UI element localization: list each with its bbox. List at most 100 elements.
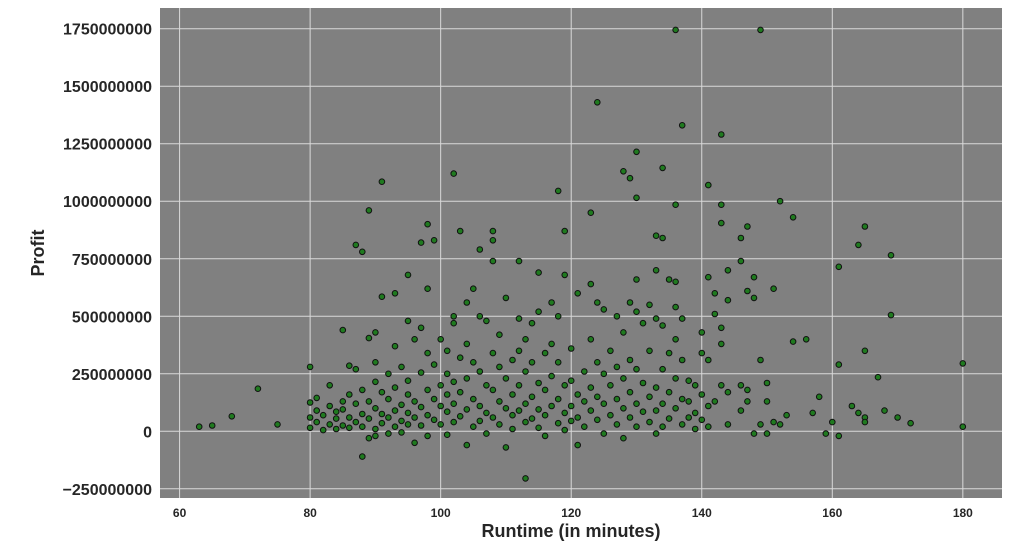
data-point bbox=[254, 385, 262, 393]
data-point bbox=[489, 349, 497, 357]
data-point bbox=[646, 301, 653, 309]
data-point bbox=[535, 424, 542, 432]
data-point bbox=[372, 359, 379, 366]
data-point bbox=[685, 377, 693, 385]
data-point bbox=[620, 329, 627, 336]
data-point bbox=[718, 324, 725, 332]
data-point bbox=[626, 356, 634, 364]
data-point bbox=[672, 26, 679, 34]
data-point bbox=[691, 425, 699, 433]
data-point bbox=[561, 382, 569, 389]
data-point bbox=[587, 336, 595, 343]
y-tick-label: 1750000000 bbox=[63, 22, 152, 39]
data-point bbox=[306, 414, 314, 421]
y-tick-label: 250000000 bbox=[72, 367, 152, 384]
data-point bbox=[456, 354, 464, 362]
data-point bbox=[887, 252, 895, 259]
data-point bbox=[750, 273, 758, 281]
data-point bbox=[476, 368, 484, 375]
data-point bbox=[705, 273, 712, 281]
data-point bbox=[352, 418, 360, 426]
data-point bbox=[463, 406, 471, 413]
data-point bbox=[391, 290, 399, 297]
data-point bbox=[522, 418, 529, 426]
data-point bbox=[378, 388, 386, 396]
data-point bbox=[359, 248, 366, 256]
data-point bbox=[587, 384, 595, 391]
data-point bbox=[424, 349, 431, 357]
data-point bbox=[332, 425, 340, 433]
data-point bbox=[274, 421, 281, 428]
data-point bbox=[672, 303, 679, 311]
data-point bbox=[789, 214, 797, 221]
data-point bbox=[339, 326, 347, 334]
data-point bbox=[789, 338, 797, 345]
data-point bbox=[365, 334, 373, 342]
data-point bbox=[430, 395, 438, 403]
data-point bbox=[424, 432, 431, 440]
data-point bbox=[385, 370, 392, 378]
data-point bbox=[417, 422, 425, 429]
y-tick-label: 1250000000 bbox=[63, 137, 152, 154]
data-point bbox=[678, 315, 686, 322]
data-point bbox=[835, 432, 843, 440]
data-point bbox=[352, 400, 360, 408]
data-point bbox=[489, 227, 497, 235]
data-point bbox=[346, 362, 353, 370]
data-point bbox=[528, 393, 536, 401]
grid bbox=[160, 8, 1002, 498]
data-point bbox=[594, 99, 601, 106]
data-point bbox=[737, 382, 745, 389]
data-point bbox=[652, 407, 660, 414]
x-tick-label: 80 bbox=[303, 506, 317, 520]
data-point bbox=[711, 398, 719, 405]
y-tick-label: 1000000000 bbox=[63, 194, 152, 211]
data-point bbox=[306, 363, 314, 371]
data-point bbox=[476, 313, 484, 320]
data-point bbox=[430, 416, 438, 424]
data-point bbox=[339, 398, 347, 405]
data-point bbox=[894, 414, 901, 421]
data-point bbox=[809, 409, 817, 417]
data-point bbox=[398, 417, 405, 425]
data-point bbox=[326, 421, 334, 428]
data-point bbox=[548, 402, 555, 410]
data-point bbox=[757, 26, 764, 34]
data-point bbox=[698, 329, 706, 336]
data-point bbox=[450, 319, 458, 327]
data-point bbox=[646, 418, 653, 426]
data-point bbox=[535, 379, 542, 387]
data-point bbox=[587, 280, 595, 288]
data-point bbox=[541, 386, 549, 394]
data-point bbox=[659, 322, 666, 329]
data-point bbox=[567, 417, 575, 425]
data-point bbox=[522, 400, 529, 408]
data-point bbox=[411, 398, 418, 405]
data-point bbox=[613, 313, 621, 320]
data-point bbox=[724, 421, 732, 428]
data-point bbox=[574, 290, 582, 297]
data-point bbox=[430, 361, 438, 368]
data-point bbox=[378, 293, 386, 301]
data-point bbox=[385, 414, 392, 421]
data-point bbox=[541, 411, 549, 419]
data-point bbox=[424, 386, 431, 394]
data-point bbox=[476, 417, 484, 425]
data-point bbox=[554, 419, 562, 427]
data-point bbox=[776, 197, 784, 205]
data-point bbox=[581, 398, 588, 405]
data-point bbox=[633, 148, 640, 156]
data-point bbox=[567, 345, 575, 352]
data-point bbox=[515, 315, 523, 322]
data-point bbox=[528, 415, 536, 422]
data-point bbox=[346, 424, 353, 432]
data-point bbox=[443, 408, 451, 416]
data-point bbox=[770, 285, 777, 293]
data-point bbox=[750, 430, 758, 437]
data-point bbox=[613, 363, 621, 371]
data-point bbox=[822, 430, 830, 437]
data-point bbox=[633, 423, 640, 431]
data-point bbox=[378, 178, 386, 185]
